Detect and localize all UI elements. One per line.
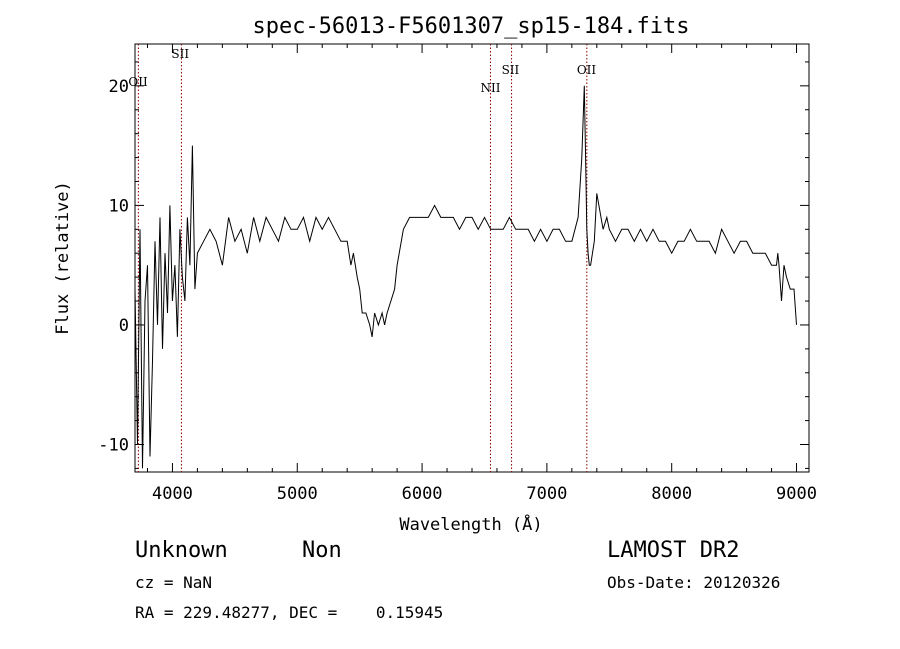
line-marker-label: NII [480,81,500,95]
y-tick-label: 0 [119,316,129,336]
obs-date: Obs-Date: 20120326 [607,573,781,592]
line-marker-label: SII [171,47,189,61]
y-tick-label: 10 [109,196,129,216]
y-tick-label: -10 [98,436,129,456]
x-tick-label: 5000 [277,484,318,504]
cz-value: cz = NaN [135,573,213,592]
x-tick-label: 7000 [526,484,567,504]
x-axis-ticks: 4000 5000 6000 7000 8000 9000 [146,44,817,504]
object-class: Unknown [135,538,228,563]
spectrum-line [134,85,797,469]
survey-name: LAMOST DR2 [607,538,740,563]
line-marker-label: OII [128,75,148,89]
plot-frame [134,43,810,473]
line-marker-label: SII [502,63,520,77]
y-tick-label: 20 [109,77,129,97]
x-tick-label: 8000 [651,484,692,504]
y-axis-label: Flux (relative) [53,181,73,335]
line-marker-label: OII [577,63,597,77]
chart-title: spec-56013-F5601307_sp15-184.fits [252,14,689,39]
object-subclass: Non [302,538,342,563]
x-tick-label: 9000 [776,484,817,504]
coordinates: RA = 229.48277, DEC = 0.15945 [135,603,444,622]
y-axis-ticks: -10 0 10 20 [98,61,809,469]
x-axis-label: Wavelength (Å) [399,513,542,535]
x-tick-label: 6000 [402,484,443,504]
x-tick-label: 4000 [152,484,193,504]
